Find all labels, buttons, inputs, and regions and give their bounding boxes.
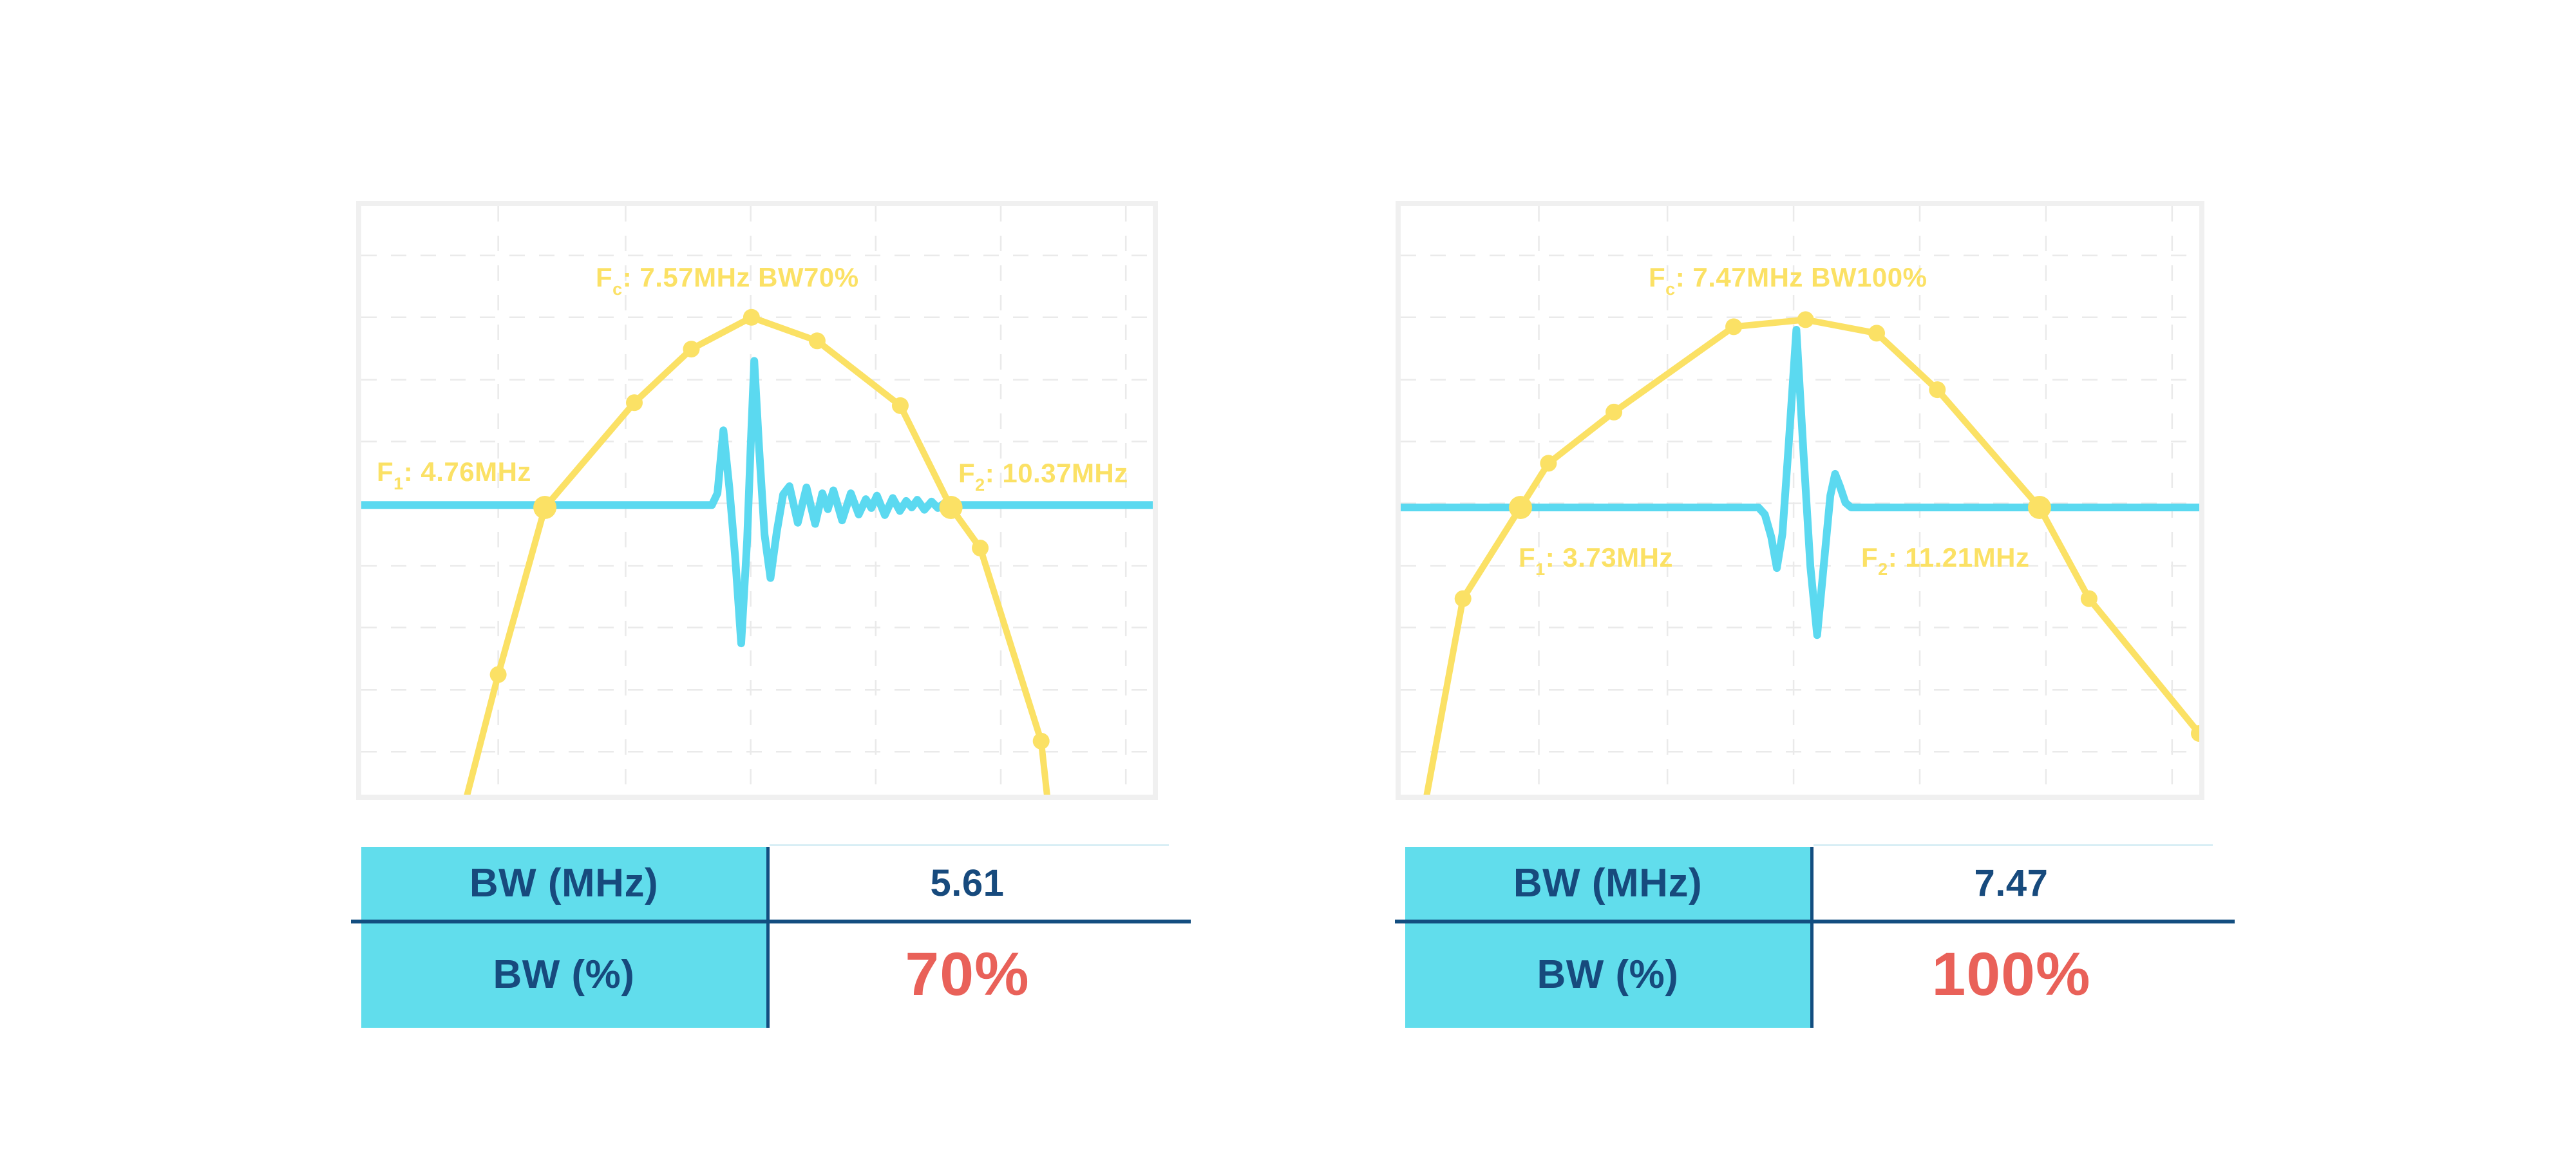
f2-annotation-value: : 11.21MHz [1888,542,2030,572]
f1-annotation-prefix: F [377,457,394,487]
bw-mhz-label: BW (MHz) [1513,861,1703,905]
f1-annotation: F1: 3.73MHz [1519,542,1673,585]
fc-annotation-prefix: F [596,262,613,292]
bw-mhz-value: 7.47 [1974,862,2049,904]
f2-annotation: F2: 10.37MHz [958,457,1128,501]
table-row-divider [1395,920,2235,923]
f2-annotation-subscript: 2 [975,475,985,495]
fc-annotation: Fc: 7.47MHz BW100% [1649,261,1927,305]
table-top-rule [770,844,1169,846]
fc-annotation-subscript: c [1665,279,1676,299]
f1-annotation-value: : 3.73MHz [1545,542,1673,572]
table-row-divider [351,920,1191,923]
f2-annotation-value: : 10.37MHz [985,458,1128,488]
spectrum-plot-bw70 [361,206,1153,795]
table-column-divider [1810,847,1814,1028]
f2-annotation: F2: 11.21MHz [1861,542,2029,585]
f1-annotation-subscript: 1 [1535,560,1546,579]
bw-percent-label: BW (%) [1537,952,1679,997]
f2-annotation-subscript: 2 [1878,560,1888,579]
table-column-divider [766,847,770,1028]
table-top-rule [1814,844,2213,846]
bw-mhz-value: 5.61 [930,862,1005,904]
fc-annotation-value: : 7.57MHz BW70% [622,262,859,292]
f2-annotation-prefix: F [958,458,976,488]
table-label-column-background [1405,847,1810,1028]
fc-annotation: Fc: 7.57MHz BW70% [596,261,859,305]
bw-percent-value: 70% [905,940,1030,1008]
bandwidth-table-bw70: BW (MHz) 5.61 BW (%) 70% [351,844,1191,1031]
bw-mhz-label: BW (MHz) [469,861,659,905]
f1-annotation-prefix: F [1519,542,1536,572]
f1-annotation-value: : 4.76MHz [403,457,531,487]
bw-percent-label: BW (%) [493,952,635,997]
bw-percent-value: 100% [1931,940,2091,1008]
spectrum-chart-bw70: Fc: 7.57MHz BW70% F1: 4.76MHz F2: 10.37M… [356,201,1158,800]
f1-annotation: F1: 4.76MHz [377,456,531,500]
spectrum-plot-bw100 [1401,206,2199,795]
f1-annotation-subscript: 1 [393,474,404,493]
fc-annotation-subscript: c [612,279,623,299]
fc-annotation-prefix: F [1649,262,1666,292]
bandwidth-table-bw100: BW (MHz) 7.47 BW (%) 100% [1395,844,2235,1031]
table-label-column-background [361,847,766,1028]
f2-annotation-prefix: F [1861,542,1879,572]
spectrum-chart-bw100: Fc: 7.47MHz BW100% F1: 3.73MHz F2: 11.21… [1396,201,2204,800]
fc-annotation-value: : 7.47MHz BW100% [1675,262,1927,292]
